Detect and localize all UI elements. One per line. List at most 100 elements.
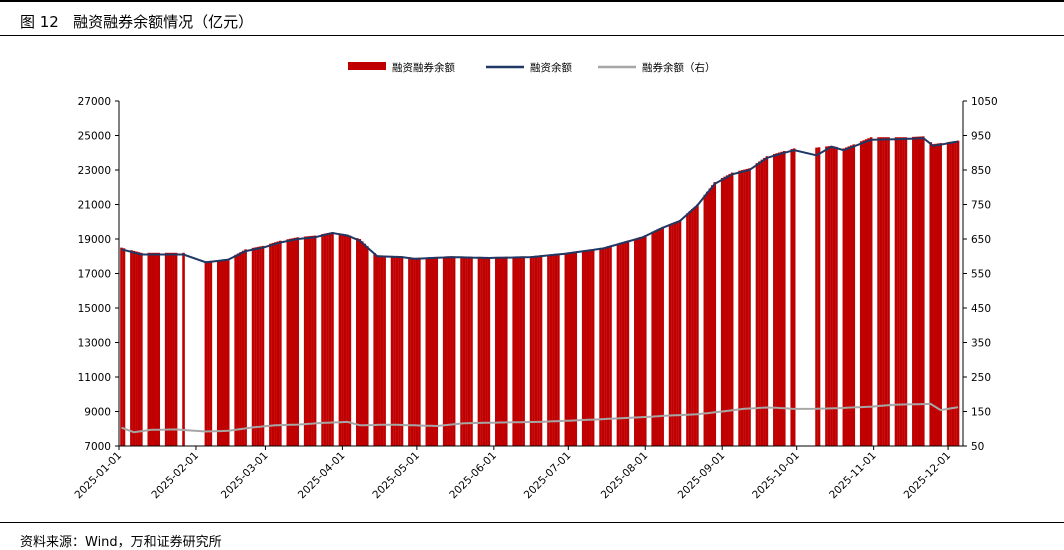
margin-total-bar-121 — [564, 252, 568, 446]
right-tick-label-9: 950 — [971, 131, 991, 143]
margin-total-bar-8 — [149, 252, 153, 446]
x-tick-label-8: 2025-09-01 — [676, 450, 728, 502]
margin-total-bar-94 — [467, 256, 471, 446]
margin-total-bar-67 — [375, 255, 379, 446]
left-tick-label-3: 13000 — [78, 338, 111, 350]
margin-total-bar-2 — [130, 250, 133, 446]
figure-title: 图 12 融资融券余额情况（亿元） — [20, 13, 254, 31]
margin-total-bar-178 — [760, 159, 764, 446]
margin-total-bar-197 — [847, 146, 851, 446]
margin-total-bar-149 — [658, 228, 662, 446]
margin-total-bar-195 — [842, 148, 846, 446]
margin-total-bar-223 — [936, 143, 940, 446]
margin-total-bar-147 — [653, 230, 657, 446]
margin-total-bar-81 — [425, 257, 429, 446]
margin-total-bar-31 — [251, 247, 255, 446]
margin-total-bar-95 — [470, 256, 473, 446]
margin-total-bar-91 — [460, 256, 463, 446]
margin-total-bar-20 — [209, 260, 213, 446]
margin-total-bar-70 — [383, 255, 386, 446]
legend-label-lending: 融券余额（右） — [642, 61, 716, 74]
margin-total-bar-138 — [621, 242, 625, 446]
margin-total-bar-99 — [485, 257, 488, 446]
x-tick-label-4: 2025-05-01 — [370, 450, 422, 502]
margin-total-bar-132 — [601, 247, 605, 446]
margin-total-bar-164 — [710, 185, 714, 446]
left-tick-label-2: 11000 — [78, 372, 111, 384]
margin-total-bar-1 — [122, 248, 126, 446]
margin-total-bar-34 — [259, 246, 262, 446]
margin-total-bar-181 — [773, 153, 776, 446]
margin-total-bar-220 — [929, 142, 933, 446]
margin-total-bar-174 — [745, 168, 749, 446]
margin-total-bar-104 — [502, 256, 506, 446]
margin-total-bar-188 — [815, 147, 818, 446]
x-tick-label-0: 2025-01-01 — [72, 450, 124, 502]
margin-total-bar-43 — [291, 238, 295, 446]
margin-total-bar-119 — [554, 253, 558, 446]
margin-total-bar-126 — [581, 250, 585, 446]
margin-total-bar-130 — [591, 249, 595, 446]
margin-total-bar-136 — [616, 243, 620, 446]
margin-total-bar-75 — [400, 256, 404, 446]
margin-total-bar-4 — [135, 251, 138, 446]
margin-total-bar-204 — [869, 137, 873, 446]
margin-total-bar-219 — [921, 136, 925, 447]
left-tick-label-4: 15000 — [78, 303, 111, 315]
margin-total-bar-41 — [286, 239, 290, 446]
margin-total-bar-154 — [676, 221, 679, 446]
margin-total-bar-51 — [321, 234, 324, 446]
margin-total-bar-228 — [954, 141, 957, 446]
margin-total-bar-193 — [832, 146, 836, 446]
margin-total-bar-194 — [835, 146, 838, 446]
margin-total-bar-160 — [696, 204, 699, 446]
margin-total-bar-150 — [661, 226, 664, 446]
margin-total-bar-66 — [373, 253, 376, 446]
margin-total-bar-177 — [758, 161, 761, 447]
margin-total-bar-50 — [313, 235, 317, 446]
margin-total-bar-184 — [780, 151, 784, 446]
margin-total-bar-190 — [825, 146, 828, 447]
margin-total-bar-11 — [157, 252, 161, 446]
margin-total-bar-59 — [346, 234, 349, 446]
margin-total-bar-192 — [830, 145, 833, 446]
margin-total-bar-16 — [174, 252, 178, 446]
margin-total-bar-125 — [574, 251, 578, 446]
margin-total-bar-26 — [234, 254, 237, 446]
margin-total-bar-171 — [738, 170, 741, 447]
source-note: 资料来源：Wind，万和证券研究所 — [20, 535, 222, 550]
margin-total-bar-198 — [849, 145, 853, 446]
margin-total-bar-60 — [348, 235, 352, 446]
margin-total-bar-36 — [269, 243, 272, 446]
margin-total-bar-216 — [914, 136, 918, 446]
margin-total-bar-57 — [341, 233, 344, 446]
margin-total-bar-144 — [641, 236, 645, 446]
margin-total-bar-82 — [427, 257, 431, 446]
margin-total-bar-146 — [651, 231, 655, 446]
margin-total-bar-127 — [584, 250, 587, 446]
margin-total-bar-133 — [604, 246, 607, 446]
margin-total-bar-162 — [706, 191, 709, 446]
margin-total-bar-170 — [730, 172, 734, 446]
margin-total-bar-212 — [899, 137, 903, 446]
margin-total-bar-30 — [244, 249, 247, 446]
margin-total-bar-45 — [296, 237, 300, 446]
margin-total-bar-3 — [132, 250, 136, 446]
margin-total-bar-80 — [418, 257, 421, 446]
margin-total-bar-183 — [778, 152, 781, 446]
x-tick-label-9: 2025-10-01 — [750, 450, 802, 502]
margin-total-bar-145 — [643, 235, 647, 446]
financing-balance-line — [121, 137, 959, 264]
margin-total-bar-32 — [254, 247, 257, 446]
margin-total-bar-217 — [917, 136, 920, 447]
margin-total-bar-225 — [946, 142, 950, 446]
margin-total-bar-74 — [398, 256, 401, 446]
left-tick-label-1: 9000 — [84, 407, 111, 419]
margin-total-bar-182 — [775, 153, 779, 446]
margin-total-bar-129 — [589, 249, 592, 446]
margin-total-bar-27 — [236, 253, 240, 446]
margin-total-bar-10 — [154, 252, 158, 446]
left-tick-label-0: 7000 — [84, 441, 111, 453]
margin-total-bar-88 — [447, 256, 451, 446]
x-tick-label-6: 2025-07-01 — [522, 450, 574, 502]
